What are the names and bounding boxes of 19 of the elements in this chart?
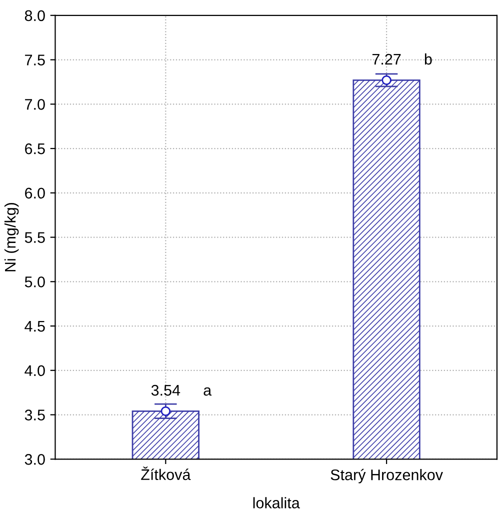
y-tick-label: 7.0 [25,99,45,110]
y-tick-label: 4.5 [24,321,45,332]
data-label: 7.27 [372,54,401,65]
y-tick-label: 8.0 [24,10,45,22]
x-tick-label: Starý Hrozenkov [330,468,443,484]
y-tick-label: 3.0 [24,454,45,465]
y-tick-label: 7.5 [25,54,45,66]
annotation: b [424,53,432,65]
y-tick-label: 3.5 [24,410,45,420]
y-tick-label: 6.5 [25,143,45,154]
y-tick-label: 5.5 [24,232,45,243]
y-tick-label: 4.0 [24,365,45,376]
annotation: a [204,387,212,396]
y-tick-label: 6.0 [25,188,45,199]
x-tick-label: Žítková [141,466,191,480]
y-tick-label: 5.0 [24,276,45,288]
data-label: 3.54 [151,384,180,396]
y-axis-title: Ni (mg/kg) [4,202,19,272]
x-axis-title: lokalita [253,497,300,508]
